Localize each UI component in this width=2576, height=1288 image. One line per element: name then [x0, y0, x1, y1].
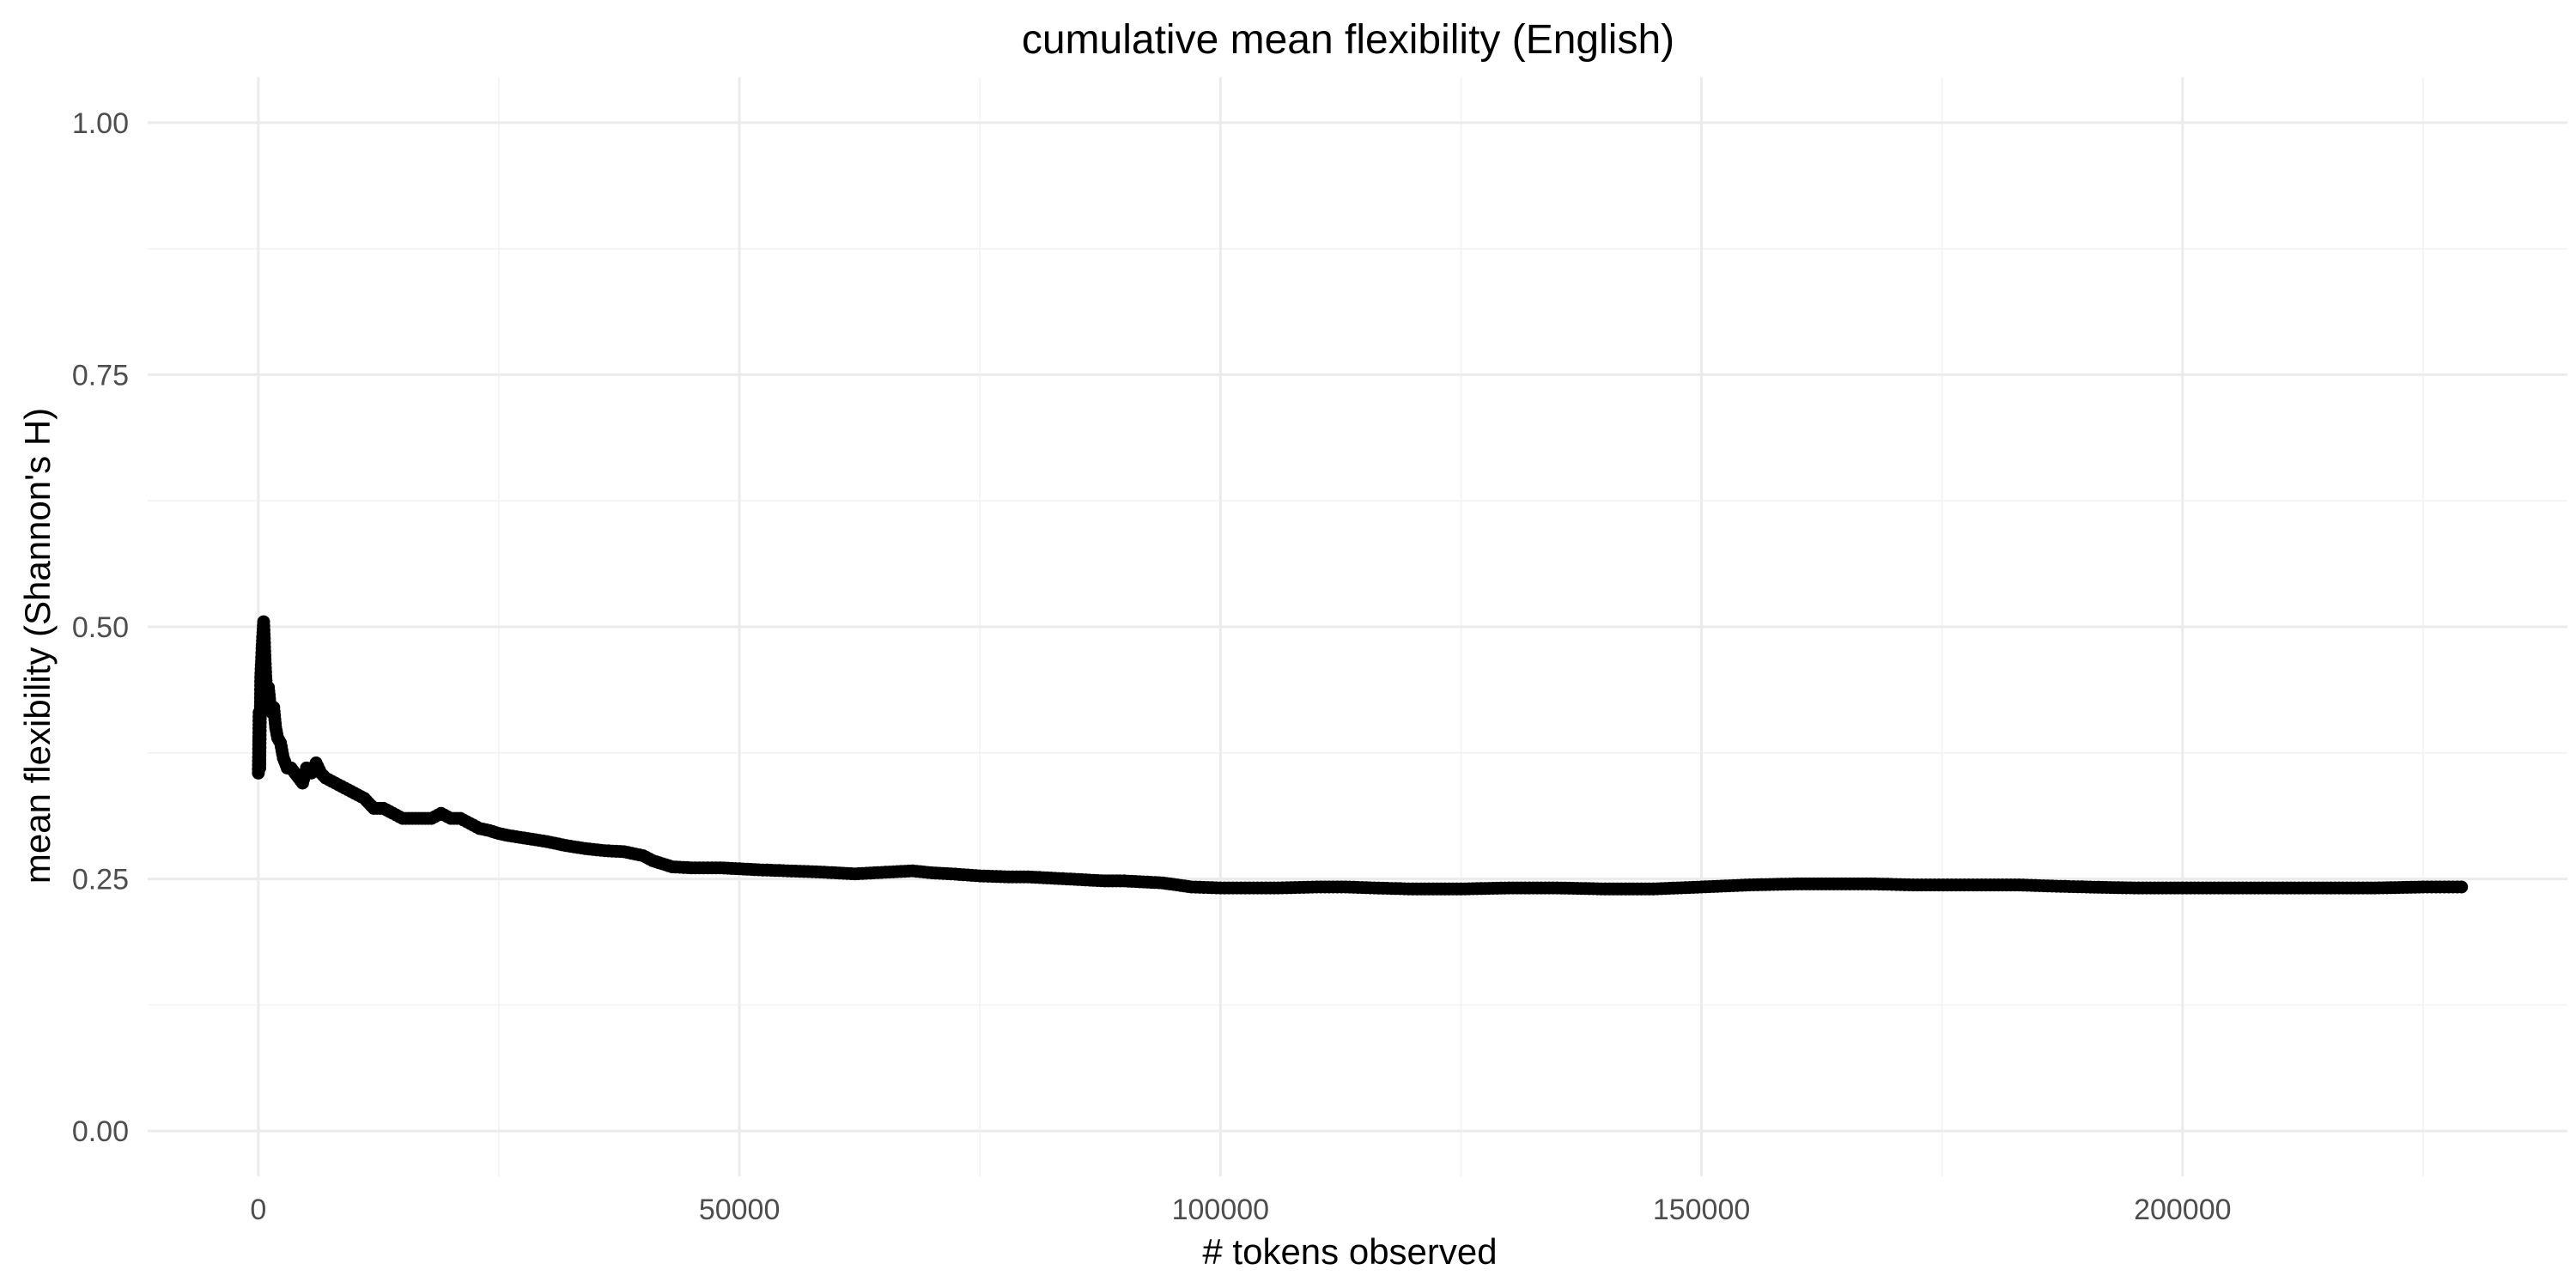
y-tick-label: 0.75: [72, 359, 129, 392]
major-gridlines: [148, 77, 2567, 1176]
y-tick-label: 0.25: [72, 864, 129, 896]
y-axis-title: mean flexibility (Shannon's H): [17, 408, 58, 884]
chart-title: cumulative mean flexibility (English): [1022, 17, 1674, 63]
x-axis-title: # tokens observed: [1202, 1231, 1497, 1272]
data-point: [2455, 880, 2469, 894]
x-tick-label: 0: [250, 1194, 266, 1226]
x-tick-label: 100000: [1172, 1194, 1269, 1226]
y-tick-label: 0.00: [72, 1115, 129, 1148]
y-axis-tick-labels: 0.00 0.25 0.50 0.75 1.00: [72, 107, 129, 1148]
y-tick-label: 1.00: [72, 107, 129, 140]
data-points: [252, 615, 2469, 896]
x-tick-label: 200000: [2134, 1194, 2231, 1226]
y-tick-label: 0.50: [72, 611, 129, 644]
x-tick-label: 150000: [1653, 1194, 1750, 1226]
x-axis-tick-labels: 0 50000 100000 150000 200000: [250, 1194, 2231, 1226]
x-tick-label: 50000: [699, 1194, 781, 1226]
